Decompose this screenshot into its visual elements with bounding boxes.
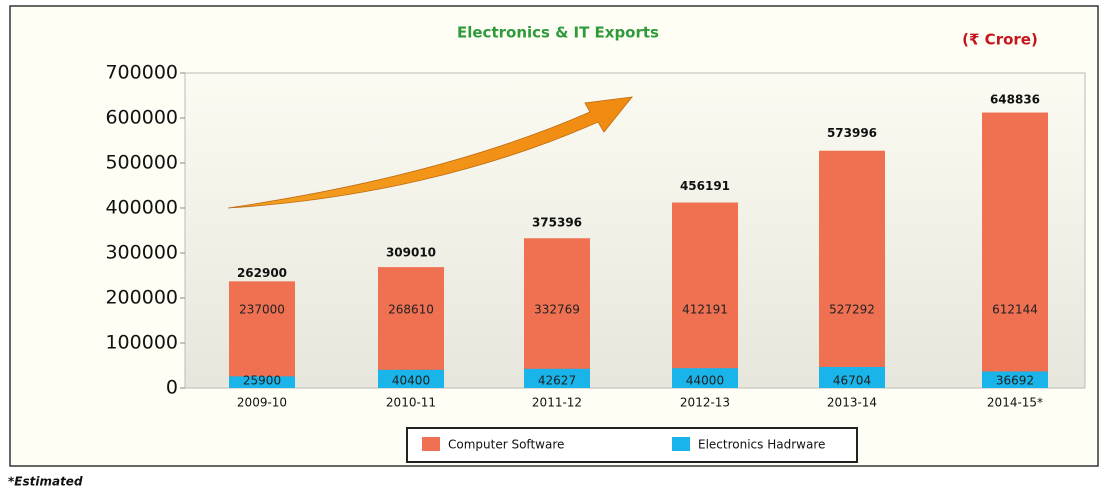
chart-title: Electronics & IT Exports bbox=[457, 24, 659, 42]
unit-label: (₹ Crore) bbox=[962, 31, 1038, 49]
y-tick-label: 200000 bbox=[105, 287, 178, 309]
x-tick-label: 2011-12 bbox=[532, 396, 582, 410]
bar bbox=[982, 112, 1048, 388]
legend bbox=[406, 427, 858, 463]
value-label: 46704 bbox=[833, 374, 871, 388]
value-label: 332769 bbox=[534, 303, 580, 317]
y-tick-label: 100000 bbox=[105, 332, 178, 354]
value-label: 36692 bbox=[996, 374, 1034, 388]
total-label: 456191 bbox=[680, 179, 730, 193]
value-label: 42627 bbox=[538, 374, 576, 388]
y-tick-label: 400000 bbox=[105, 197, 178, 219]
value-label: 44000 bbox=[686, 374, 724, 388]
total-label: 648836 bbox=[990, 93, 1040, 107]
y-tick-label: 0 bbox=[166, 377, 178, 399]
value-label: 25900 bbox=[243, 374, 281, 388]
x-tick-label: 2013-14 bbox=[827, 396, 877, 410]
bar bbox=[524, 238, 590, 388]
legend-label: Electronics Hadrware bbox=[698, 438, 825, 452]
bar bbox=[229, 281, 295, 388]
bar bbox=[378, 267, 444, 388]
growth-arrow bbox=[227, 96, 633, 209]
plot-area bbox=[184, 72, 1086, 389]
bar bbox=[819, 150, 885, 388]
x-tick-label: 2009-10 bbox=[237, 396, 287, 410]
total-label: 309010 bbox=[386, 245, 436, 259]
bar bbox=[982, 371, 1048, 388]
bar bbox=[672, 202, 738, 388]
legend-label: Computer Software bbox=[448, 438, 564, 452]
value-label: 268610 bbox=[388, 303, 434, 317]
x-tick-label: 2010-11 bbox=[386, 396, 436, 410]
total-label: 262900 bbox=[237, 266, 287, 280]
y-tick-label: 700000 bbox=[105, 62, 178, 84]
footnote: *Estimated bbox=[8, 475, 83, 489]
total-label: 375396 bbox=[532, 216, 582, 230]
value-label: 40400 bbox=[392, 374, 430, 388]
value-label: 412191 bbox=[682, 303, 728, 317]
bar bbox=[672, 368, 738, 388]
y-tick-label: 600000 bbox=[105, 107, 178, 129]
legend-swatch bbox=[422, 437, 440, 451]
bar bbox=[524, 368, 590, 388]
y-tick-label: 500000 bbox=[105, 152, 178, 174]
bar bbox=[229, 376, 295, 388]
value-label: 527292 bbox=[829, 303, 875, 317]
bar bbox=[819, 366, 885, 388]
x-tick-label: 2012-13 bbox=[680, 396, 730, 410]
legend-swatch bbox=[672, 437, 690, 451]
x-tick-label: 2014-15* bbox=[987, 396, 1043, 410]
bar bbox=[378, 369, 444, 388]
total-label: 573996 bbox=[827, 126, 877, 140]
value-label: 612144 bbox=[992, 303, 1038, 317]
value-label: 237000 bbox=[239, 303, 285, 317]
y-tick-label: 300000 bbox=[105, 242, 178, 264]
